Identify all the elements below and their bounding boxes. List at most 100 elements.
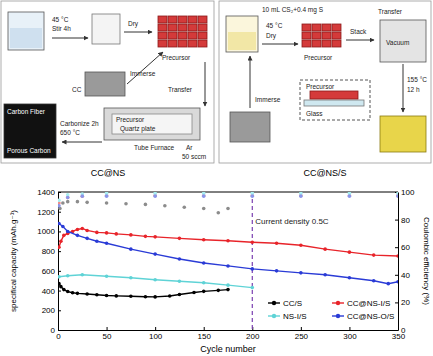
point: [202, 261, 206, 265]
tick-mark: [395, 330, 398, 331]
tick: 60: [395, 243, 410, 252]
plot-area: [58, 192, 398, 330]
diagram-label: Carbon Fiber: [7, 108, 46, 115]
series-line: [59, 224, 398, 284]
point: [85, 292, 89, 296]
point: [66, 196, 70, 200]
precursor-cell: [332, 32, 341, 39]
point: [226, 288, 230, 292]
point: [348, 250, 352, 254]
precursor-cell: [188, 32, 197, 39]
panel-left: 45 °CStir 4hDryImmersePrecursorCCTransfe…: [1, 1, 214, 178]
tick-label: 1000: [37, 227, 55, 236]
tick: 150: [198, 327, 212, 341]
legend-marker: [272, 314, 276, 318]
tick: 50: [103, 327, 112, 341]
point: [61, 225, 65, 229]
point: [323, 273, 327, 277]
precursor-cell: [198, 32, 207, 39]
precursor-cell: [178, 40, 187, 47]
axis-line: [398, 193, 399, 331]
diagram-label: 10 mL CS₂+0.4 mg S: [262, 6, 324, 14]
diagram-label: 650 °C: [60, 129, 80, 136]
point: [178, 257, 182, 261]
annotation-line: [252, 192, 253, 330]
point: [85, 229, 89, 233]
point: [348, 194, 352, 198]
diagram-label: Precursor: [306, 83, 335, 90]
precursor-cell: [332, 24, 341, 31]
precursor-cell: [168, 16, 177, 23]
point: [59, 285, 63, 289]
precursor-cell: [158, 32, 167, 39]
point: [299, 194, 303, 198]
point: [202, 207, 206, 211]
precursor-cell: [188, 16, 197, 23]
diagram-label: Transfer: [168, 86, 193, 93]
point: [85, 237, 89, 241]
point: [58, 275, 61, 279]
diagram-label: Immerse: [255, 96, 281, 103]
precursor-cell: [168, 32, 177, 39]
point: [66, 230, 70, 234]
dashed-box: [300, 80, 370, 120]
diagram-label: Precursor: [116, 116, 145, 123]
series: [58, 273, 254, 289]
liquid: [228, 32, 256, 50]
precursor-cell: [158, 24, 167, 31]
legend-label: CC@NS-O/S: [347, 312, 394, 321]
x-axis: 050100150200250300350: [56, 327, 405, 341]
point: [76, 200, 80, 204]
panel-caption: CC@NS/S: [303, 168, 346, 178]
point: [105, 201, 109, 205]
precursor-cell: [332, 40, 341, 47]
y2-axis-title: Coulombic efficiency (%): [422, 217, 431, 305]
point: [226, 264, 230, 268]
series: [58, 194, 398, 207]
diagram-label: Ar: [186, 144, 193, 151]
arrow: [127, 52, 163, 84]
point: [182, 205, 186, 209]
point: [323, 247, 327, 251]
tick-mark: [204, 327, 205, 330]
point: [71, 291, 75, 295]
panel-frame: [219, 1, 431, 163]
arrow: [250, 56, 251, 108]
precursor-cell: [188, 40, 197, 47]
point: [144, 235, 148, 239]
tick-label: 200: [42, 306, 56, 315]
diagram-label: Tube Furnace: [134, 144, 175, 151]
legend-marker: [272, 301, 276, 305]
point: [250, 240, 254, 244]
panel-frame: [1, 1, 214, 163]
point: [80, 273, 84, 277]
arrow: [403, 64, 404, 112]
powder-container: [92, 14, 120, 44]
point: [178, 293, 182, 297]
precursor-cell: [178, 32, 187, 39]
legend-label: NS-I/S: [283, 312, 307, 321]
point: [129, 233, 133, 237]
point: [105, 241, 109, 245]
vacuum-oven: [380, 20, 426, 62]
carbon-photo: [4, 104, 56, 158]
point: [129, 294, 133, 298]
panel-right: 10 mL CS₂+0.4 mg S45 °CDryPrecursorStack…: [219, 1, 431, 178]
point: [66, 196, 70, 200]
tick: 0: [51, 326, 61, 335]
precursor-cell: [322, 32, 331, 39]
precursor-cell: [158, 40, 167, 47]
tick-label: 50: [103, 332, 112, 341]
diagram-label: Immerse: [130, 70, 156, 77]
tick-label: 20: [401, 298, 410, 307]
arrow: [262, 44, 298, 45]
tick-label: 40: [401, 271, 410, 280]
arrow: [52, 38, 88, 39]
precursor-cell: [302, 32, 311, 39]
tick-mark: [58, 231, 61, 232]
diagram-label: Stir 4h: [52, 25, 71, 32]
point: [275, 241, 279, 245]
point: [76, 292, 80, 296]
point: [105, 294, 109, 298]
point: [124, 202, 128, 206]
